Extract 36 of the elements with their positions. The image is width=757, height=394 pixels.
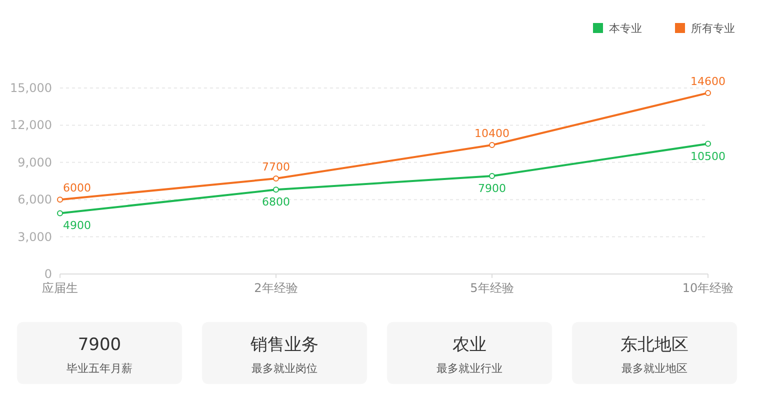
y-tick-label: 15,000 bbox=[10, 81, 52, 95]
legend-label: 本专业 bbox=[609, 22, 642, 35]
data-label: 10400 bbox=[474, 127, 510, 140]
y-tick-label: 9,000 bbox=[18, 155, 52, 170]
data-label: 10500 bbox=[690, 150, 726, 163]
point bbox=[57, 210, 63, 216]
data-label: 6000 bbox=[63, 182, 91, 195]
data-label: 14600 bbox=[690, 74, 726, 88]
y-tick-label: 12,000 bbox=[10, 118, 52, 132]
y-tick-label: 0 bbox=[44, 267, 52, 281]
text: 毕业五年月薪 bbox=[66, 362, 132, 375]
text: 最多就业地区 bbox=[622, 362, 688, 375]
legend-label: 所有专业 bbox=[691, 22, 735, 35]
point bbox=[705, 140, 711, 147]
x-tick-label: 应届生 bbox=[42, 281, 78, 295]
x-tick-label: 5年经验 bbox=[470, 281, 514, 295]
text: 最多就业行业 bbox=[436, 362, 502, 375]
point bbox=[273, 176, 279, 182]
point bbox=[273, 186, 279, 193]
text: 7900 bbox=[78, 335, 122, 355]
y-tick-label: 3,000 bbox=[18, 230, 52, 244]
point bbox=[489, 173, 495, 180]
point bbox=[57, 196, 63, 203]
text: 销售业务 bbox=[250, 335, 318, 355]
data-label: 7900 bbox=[478, 182, 506, 196]
x-tick-label: 10年经验 bbox=[682, 281, 734, 295]
y-tick-label: 6,000 bbox=[18, 192, 52, 207]
text: 最多就业岗位 bbox=[252, 362, 318, 375]
text: 农业 bbox=[452, 335, 486, 355]
data-label: 6800 bbox=[262, 196, 290, 209]
point bbox=[705, 90, 711, 96]
text: 东北地区 bbox=[620, 335, 688, 355]
data-label: 4900 bbox=[63, 219, 91, 232]
data-label: 7700 bbox=[262, 160, 290, 174]
x-tick-label: 2年经验 bbox=[254, 281, 298, 295]
point bbox=[489, 142, 495, 148]
